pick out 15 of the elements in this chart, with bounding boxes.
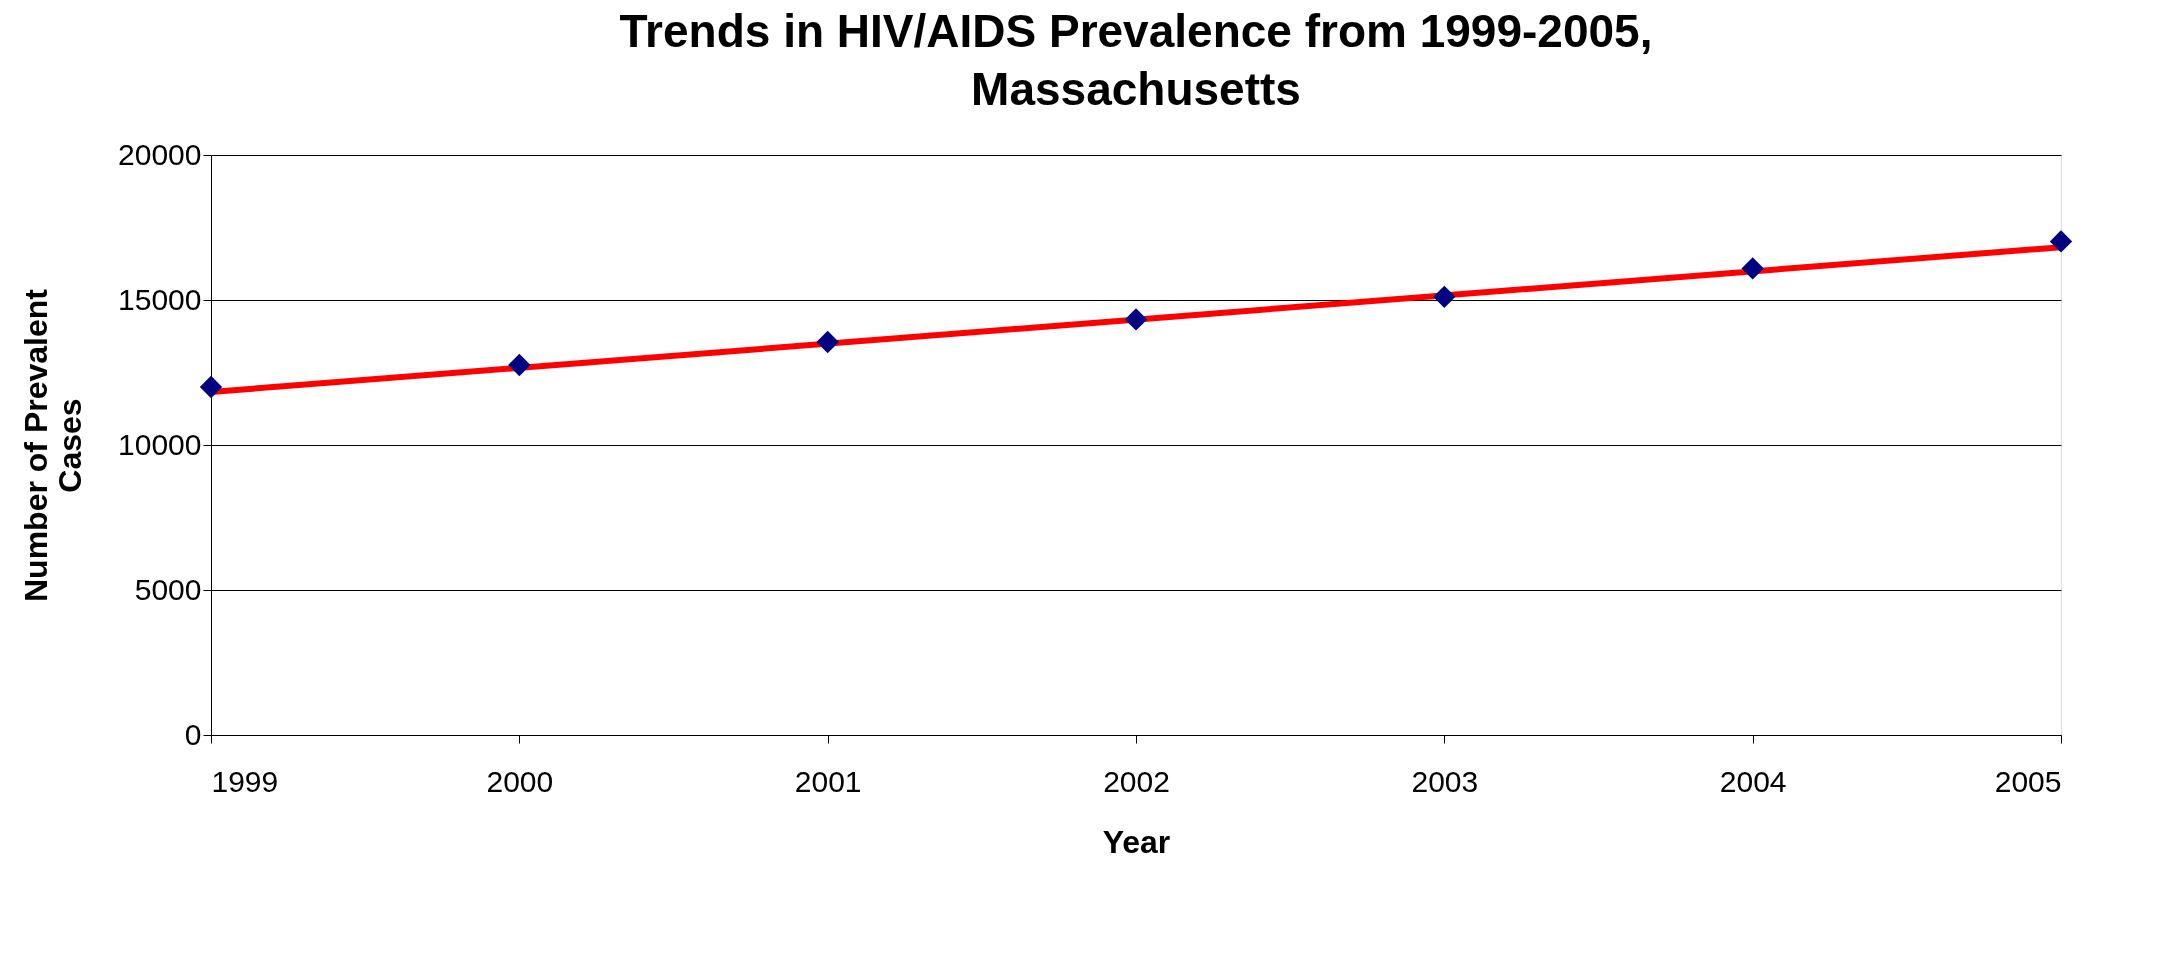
- y-tick-label: 20000: [118, 137, 202, 171]
- x-tick-label: 2003: [1411, 764, 1479, 798]
- y-axis-title: Number of Prevalent Cases: [18, 288, 89, 602]
- y-tick-label: 10000: [118, 427, 202, 461]
- x-axis-title: Year: [1102, 823, 1171, 860]
- x-tick-label: 2005: [1994, 764, 2062, 798]
- x-tick-label: 1999: [211, 764, 279, 798]
- x-tick-label: 2004: [1719, 764, 1787, 798]
- y-tick-label: 15000: [118, 282, 202, 316]
- x-tick-label: 2000: [486, 764, 554, 798]
- chart-title: Trends in HIV/AIDS Prevalence from 1999-2005, Massachusetts: [619, 5, 1653, 115]
- y-tick-label: 5000: [134, 572, 202, 606]
- y-tick-label: 0: [184, 717, 202, 751]
- x-tick-label: 2002: [1103, 764, 1170, 798]
- x-tick-label: 2001: [794, 764, 862, 798]
